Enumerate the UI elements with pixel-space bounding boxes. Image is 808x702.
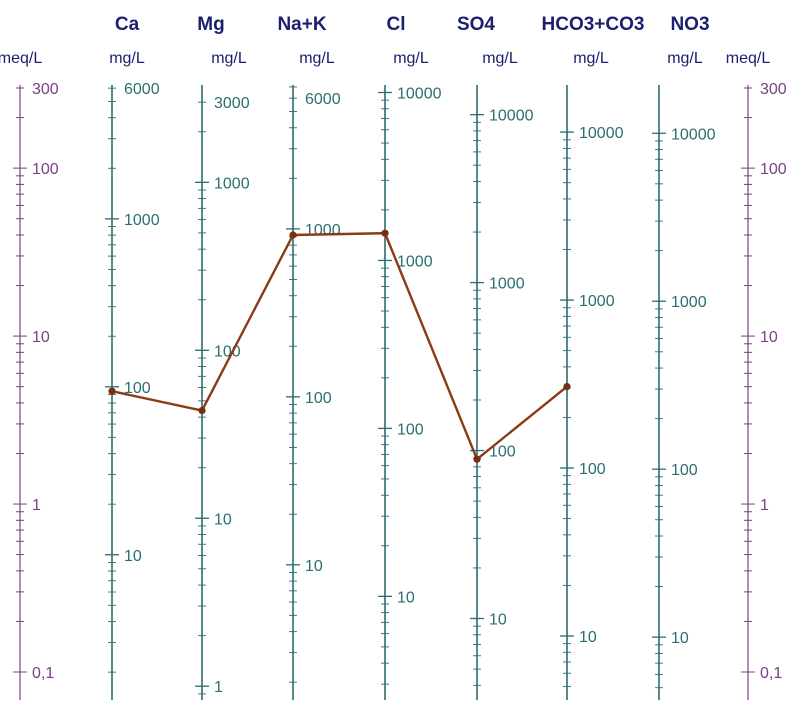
mg-axis-so4: 10000 1000 100 10 <box>470 85 534 700</box>
data-point-mg <box>198 407 206 415</box>
mg-tick-label: 1000 <box>671 294 707 311</box>
mg-tick-label: 10000 <box>489 108 534 125</box>
series-line <box>111 231 568 461</box>
data-point-hco3-co3 <box>563 383 571 391</box>
axis-unit-label: mg/L <box>393 50 429 67</box>
meq-tick-label-left: 10 <box>32 329 50 346</box>
mg-tick-label: 1000 <box>214 175 250 192</box>
mg-tick-label: 10000 <box>579 125 624 142</box>
mg-tick-label: 100 <box>124 380 151 397</box>
mg-tick-label: 1 <box>214 679 223 696</box>
axis-unit-label: mg/L <box>211 50 247 67</box>
meq-tick-label-left: 0,1 <box>32 665 54 682</box>
axis-header-cl: Cl <box>387 14 406 35</box>
axis-header-ca: Ca <box>115 14 140 35</box>
meq-tick-label-right: 300 <box>760 81 787 98</box>
mg-tick-label: 10 <box>124 548 142 565</box>
meq-unit-label-left: meq/L <box>0 50 42 67</box>
axis-unit-label: mg/L <box>573 50 609 67</box>
axis-unit-label: mg/L <box>299 50 335 67</box>
meq-tick-label-right: 10 <box>760 329 778 346</box>
mg-tick-label: 10000 <box>671 126 716 143</box>
axes-layer: 3001001010,13001001010,16000100010010300… <box>13 81 787 700</box>
mg-tick-label: 1000 <box>579 293 615 310</box>
header-layer: meq/L meq/L Ca mg/L Mg mg/L Na+K mg/L Cl mg/L SO4 m… <box>0 14 770 67</box>
mg-tick-label: 100 <box>305 390 332 407</box>
axis-header-na-k: Na+K <box>277 14 326 35</box>
mg-tick-label: 6000 <box>305 91 341 108</box>
meq-tick-label-left: 100 <box>32 161 59 178</box>
mg-axis-na-k: 6000 1000 100 10 <box>286 85 341 700</box>
axis-unit-label: mg/L <box>482 50 518 67</box>
mg-tick-label: 10 <box>671 630 689 647</box>
data-point-so4 <box>473 455 481 463</box>
mg-axis-no3: 10000 1000 100 10 <box>652 85 716 700</box>
mg-tick-label: 100 <box>671 462 698 479</box>
mg-tick-label: 100 <box>397 421 424 438</box>
mg-tick-label: 1000 <box>489 276 525 293</box>
mg-tick-label: 6000 <box>124 81 160 98</box>
mg-tick-label: 10 <box>397 589 415 606</box>
meq-tick-label-left: 1 <box>32 497 41 514</box>
mg-tick-label: 10 <box>305 558 323 575</box>
mg-tick-label: 100 <box>489 444 516 461</box>
data-point-cl <box>381 229 389 237</box>
meq-axis-right: 300 100 10 1 0,1 <box>741 81 787 700</box>
data-point-ca <box>108 387 116 395</box>
meq-axis-left: 300 100 10 1 0,1 <box>13 81 59 700</box>
data-point-na-k <box>289 231 297 239</box>
mg-tick-label: 1000 <box>397 253 433 270</box>
axis-header-no3: NO3 <box>670 14 709 35</box>
mg-axis-ca: 6000 1000 100 10 <box>105 81 160 700</box>
mg-tick-label: 1000 <box>305 222 341 239</box>
mg-tick-label: 10000 <box>397 85 442 102</box>
axis-unit-label: mg/L <box>109 50 145 67</box>
meq-tick-label-right: 100 <box>760 161 787 178</box>
mg-tick-label: 100 <box>579 461 606 478</box>
axis-header-so4: SO4 <box>457 14 495 35</box>
series-layer <box>108 229 571 463</box>
meq-tick-label-left: 300 <box>32 81 59 98</box>
mg-axis-hco3-co3: 10000 1000 100 10 <box>560 85 624 700</box>
meq-tick-label-right: 1 <box>760 497 769 514</box>
axis-header-mg: Mg <box>197 14 224 35</box>
mg-tick-label: 1000 <box>124 212 160 229</box>
mg-tick-label: 10 <box>214 511 232 528</box>
mg-axis-cl: 10000 1000 100 10 <box>378 85 442 700</box>
axis-unit-label: mg/L <box>667 50 703 67</box>
meq-tick-label-right: 0,1 <box>760 665 782 682</box>
axis-header-hco3-co3: HCO3+CO3 <box>542 14 645 35</box>
mg-tick-label: 10 <box>579 629 597 646</box>
mg-tick-label: 10 <box>489 612 507 629</box>
meq-unit-label-right: meq/L <box>726 50 771 67</box>
mg-tick-label: 3000 <box>214 95 250 112</box>
